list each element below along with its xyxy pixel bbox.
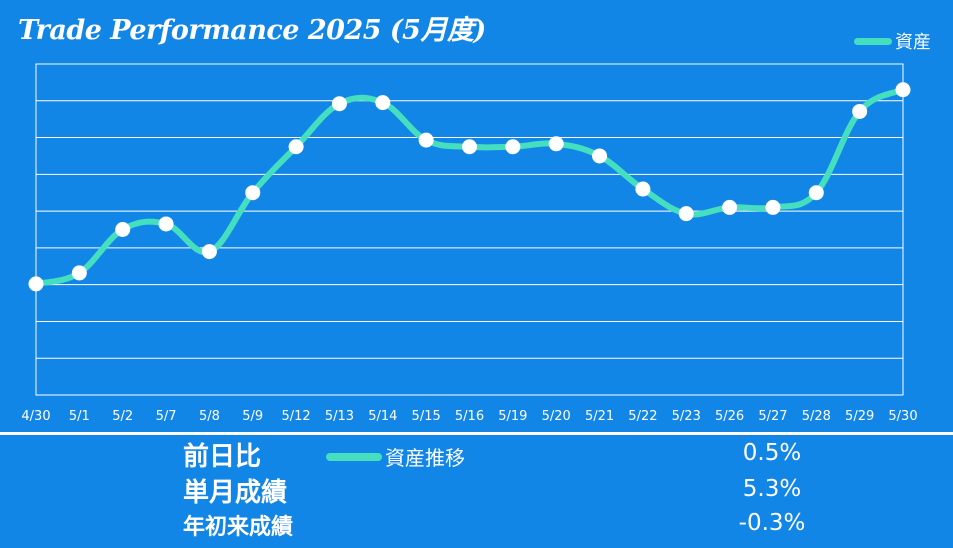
data-point — [115, 222, 131, 237]
stat-label-monthly-result: 単月成績 — [183, 478, 288, 508]
x-tick-label: 5/22 — [628, 409, 657, 424]
data-point — [808, 185, 824, 201]
stats-legend-label: 資産推移 — [385, 446, 465, 470]
data-point — [331, 96, 347, 112]
x-tick-label: 5/7 — [156, 409, 177, 424]
x-tick-label: 5/2 — [112, 409, 133, 424]
data-point — [418, 132, 434, 148]
x-tick-label: 5/27 — [758, 409, 787, 424]
chart-legend: 資産 — [854, 28, 931, 54]
data-point — [592, 148, 608, 164]
chart-title: Trade Performance 2025 (5月度) — [18, 15, 486, 46]
line-chart: 4/30 5/1 5/2 5/7 5/8 5/9 5/12 5/13 5/14 5/15 5/16 5… — [21, 63, 918, 424]
data-point — [765, 199, 781, 215]
x-tick-label: 5/9 — [242, 409, 263, 424]
x-tick-label: 5/19 — [498, 409, 527, 424]
x-tick-label: 5/26 — [715, 409, 744, 424]
legend-swatch — [854, 37, 892, 45]
data-point — [852, 103, 868, 119]
x-tick-label: 5/15 — [412, 409, 441, 424]
stats-legend: 資産推移 — [326, 442, 465, 471]
plot-frame — [35, 63, 904, 396]
x-tick-label: 4/30 — [21, 409, 50, 424]
data-point — [635, 181, 651, 197]
divider — [0, 432, 953, 435]
data-point — [245, 185, 261, 201]
data-point — [678, 206, 694, 222]
series-line — [33, 86, 906, 287]
x-tick-label: 5/14 — [368, 409, 397, 424]
data-point — [28, 276, 44, 292]
data-point — [158, 216, 174, 232]
stat-label-ytd-result: 年初来成績 — [183, 515, 294, 540]
x-tick-label: 5/13 — [325, 409, 354, 424]
x-tick-label: 5/28 — [802, 409, 831, 424]
stat-label-daily-change: 前日比 — [183, 442, 262, 472]
x-tick-label: 5/21 — [585, 409, 614, 424]
data-point — [722, 199, 738, 215]
data-point — [375, 95, 391, 111]
data-point — [548, 136, 564, 152]
legend-label: 資産 — [895, 32, 931, 53]
x-tick-label: 5/20 — [542, 409, 571, 424]
data-point — [462, 139, 477, 155]
x-tick-label: 5/23 — [672, 409, 701, 424]
data-point — [895, 82, 911, 98]
x-tick-label: 5/1 — [69, 409, 90, 424]
x-tick-label: 5/30 — [888, 409, 917, 424]
x-tick-label: 5/12 — [281, 409, 310, 424]
data-point — [288, 139, 304, 155]
data-point — [71, 265, 87, 281]
x-tick-label: 5/16 — [455, 409, 484, 424]
x-tick-label: 5/8 — [199, 409, 220, 424]
data-point — [201, 244, 217, 260]
data-point — [505, 139, 521, 155]
x-tick-label: 5/29 — [845, 409, 874, 424]
stats-legend-swatch — [326, 452, 382, 461]
